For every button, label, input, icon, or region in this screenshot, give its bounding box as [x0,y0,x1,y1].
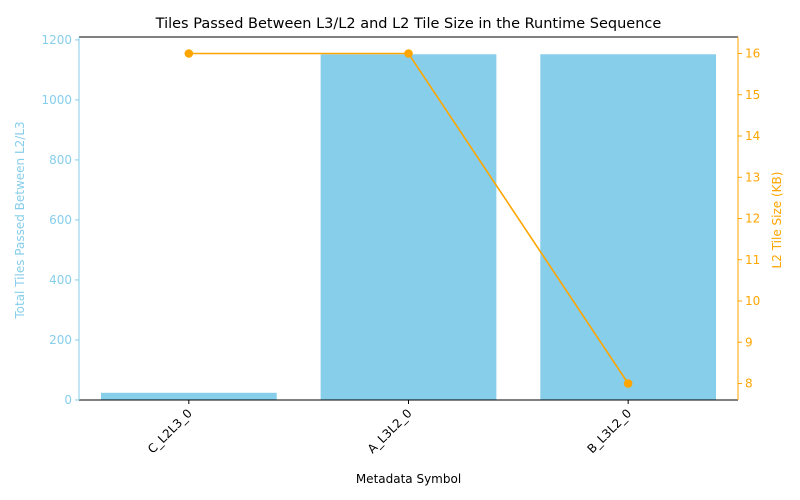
x-axis: C_L2L3_0 A_L3L2_0 B_L3L2_0 [145,400,634,456]
right-tick-label: 13 [745,170,760,184]
left-tick-label: 0 [64,393,72,407]
left-y-axis: 0 200 400 600 800 1000 1200 [41,33,79,407]
point-C_L2L3_0 [185,49,194,58]
right-tick-label: 8 [745,377,753,391]
right-y-axis: 8 9 10 11 12 13 14 15 16 [738,47,760,391]
left-tick-label: 400 [49,273,72,287]
right-tick-label: 10 [745,294,760,308]
chart-title: Tiles Passed Between L3/L2 and L2 Tile S… [155,16,662,32]
left-tick-label: 1000 [41,93,72,107]
x-axis-title: Metadata Symbol [356,472,461,486]
left-tick-label: 800 [49,153,72,167]
bar-C_L2L3_0 [101,393,277,400]
right-tick-label: 14 [745,129,760,143]
right-tick-label: 11 [745,253,760,267]
x-tick-label: B_L3L2_0 [584,406,634,456]
bar-A_L3L2_0 [321,54,497,400]
left-tick-label: 600 [49,213,72,227]
x-tick-label: A_L3L2_0 [365,406,415,456]
left-tick-label: 1200 [41,33,72,47]
point-A_L3L2_0 [404,49,413,58]
point-B_L3L2_0 [624,379,633,388]
right-y-axis-title: L2 Tile Size (KB) [770,172,784,269]
x-tick-label: C_L2L3_0 [145,406,195,456]
left-tick-label: 200 [49,333,72,347]
bar-series [101,54,716,400]
left-y-axis-title: Total Tiles Passed Between L2/L3 [13,121,27,319]
right-tick-label: 12 [745,212,760,226]
right-tick-label: 16 [745,47,760,61]
right-tick-label: 15 [745,88,760,102]
bar-B_L3L2_0 [540,54,716,400]
right-tick-label: 9 [745,335,753,349]
